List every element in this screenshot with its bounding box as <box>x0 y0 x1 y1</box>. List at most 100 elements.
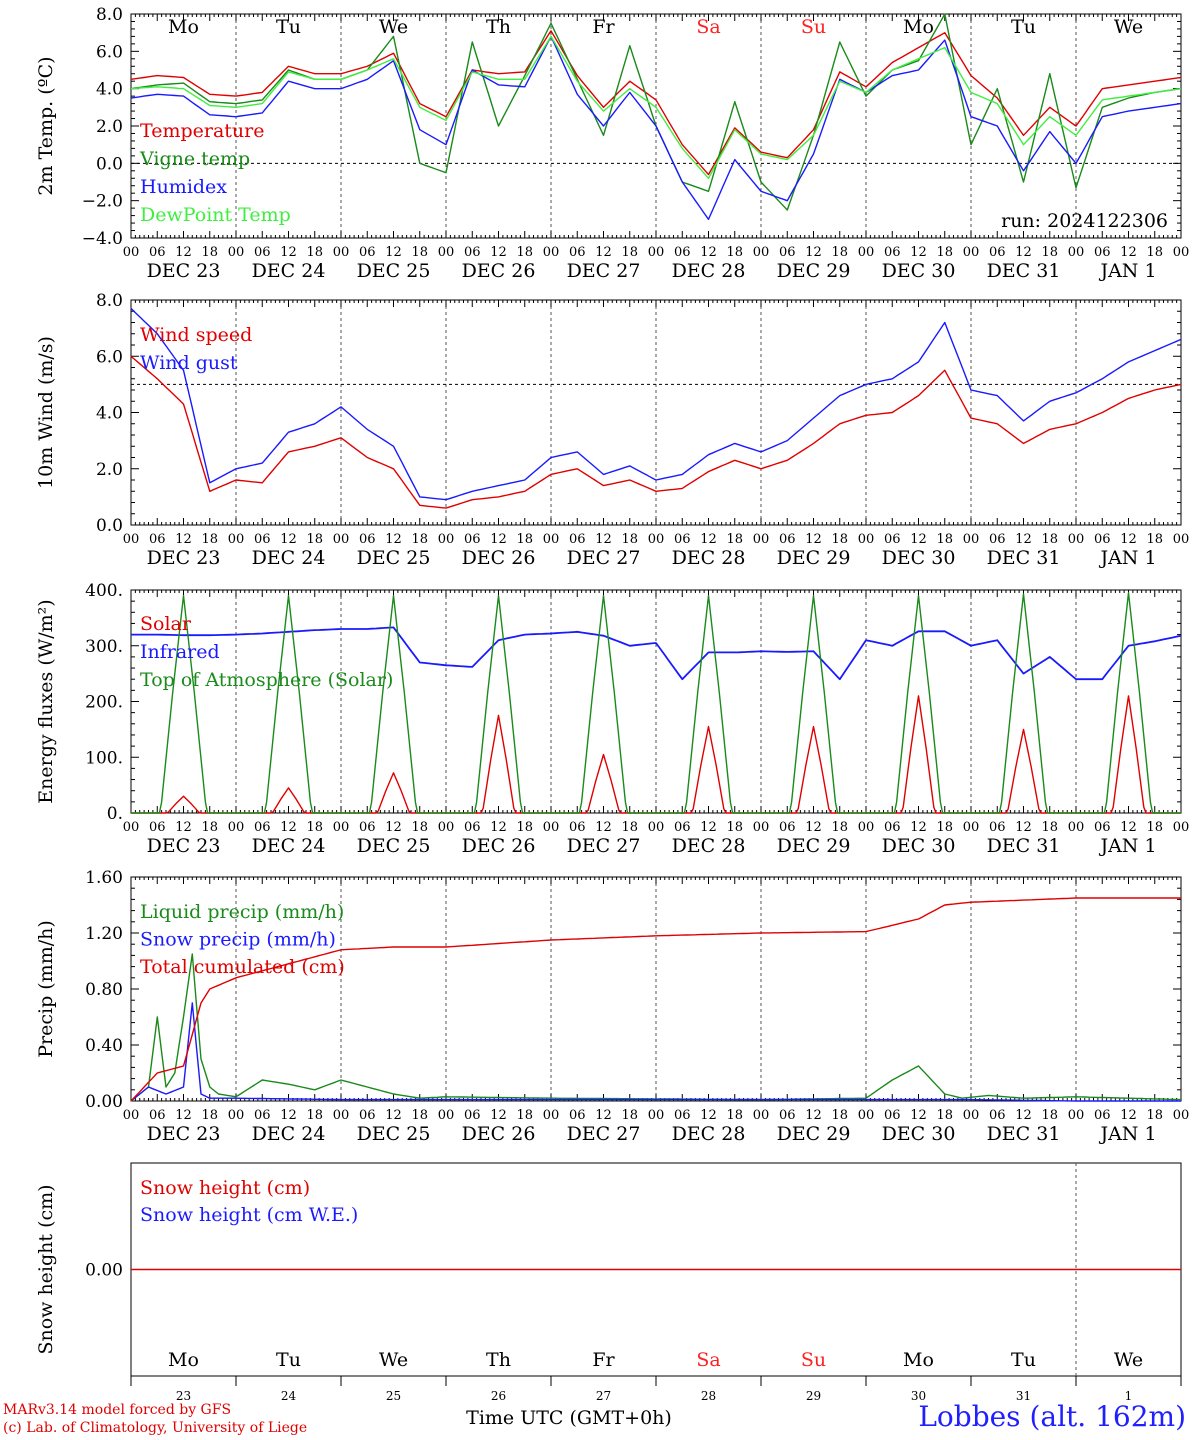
hour-tick-label: 06 <box>359 245 376 260</box>
hour-tick-label: 00 <box>333 245 350 260</box>
weekday-label: We <box>379 16 408 38</box>
date-label: DEC 27 <box>567 1123 641 1145</box>
y-tick-label: 200. <box>85 693 123 713</box>
series-line <box>130 1002 1181 1102</box>
hour-tick-label: 00 <box>438 1108 455 1123</box>
hour-tick-label: 18 <box>1146 1108 1163 1123</box>
hour-tick-label: 18 <box>516 245 533 260</box>
hour-tick-label: 00 <box>858 245 875 260</box>
weekday-label: Tu <box>276 1349 301 1371</box>
date-label: DEC 26 <box>462 260 536 282</box>
hour-tick-label: 00 <box>648 532 665 547</box>
date-label: DEC 30 <box>882 835 956 857</box>
date-label: DEC 28 <box>672 547 746 569</box>
hour-tick-label: 06 <box>1094 245 1111 260</box>
hour-tick-label: 00 <box>333 820 350 835</box>
hour-tick-label: 00 <box>123 820 140 835</box>
hour-tick-label: 18 <box>1041 245 1058 260</box>
weekday-label: Tu <box>276 16 301 38</box>
hour-tick-label: 06 <box>359 820 376 835</box>
footer-credit-model: MARv3.14 model forced by GFS <box>3 1402 232 1418</box>
y-tick-label: 0.0 <box>96 154 123 174</box>
y-tick-label: 100. <box>85 748 123 768</box>
weekday-label: Fr <box>592 16 615 38</box>
hour-tick-label: 00 <box>648 1108 665 1123</box>
hour-tick-label: 00 <box>438 245 455 260</box>
hour-tick-label: 06 <box>884 1108 901 1123</box>
hour-tick-label: 06 <box>569 245 586 260</box>
hour-tick-label: 18 <box>306 532 323 547</box>
hour-tick-label: 00 <box>963 245 980 260</box>
series-line <box>130 35 1182 220</box>
hour-tick-label: 12 <box>595 1108 612 1123</box>
day-number-label: 26 <box>491 1389 506 1403</box>
hour-tick-label: 12 <box>280 820 297 835</box>
hour-tick-label: 18 <box>1146 532 1163 547</box>
hour-tick-label: 00 <box>753 245 770 260</box>
hour-tick-label: 18 <box>201 1108 218 1123</box>
hour-tick-label: 00 <box>1173 820 1190 835</box>
weekday-label: Th <box>486 1349 511 1371</box>
hour-tick-label: 18 <box>726 820 743 835</box>
hour-tick-label: 06 <box>674 820 691 835</box>
date-label: DEC 31 <box>987 1123 1061 1145</box>
hour-tick-label: 12 <box>805 1108 822 1123</box>
hour-tick-label: 18 <box>1041 820 1058 835</box>
hour-tick-label: 00 <box>753 1108 770 1123</box>
hour-tick-label: 06 <box>989 820 1006 835</box>
hour-tick-label: 12 <box>280 245 297 260</box>
hour-tick-label: 12 <box>385 820 402 835</box>
legend-entry: Liquid precip (mm/h) <box>140 901 344 923</box>
hour-tick-label: 12 <box>1015 820 1032 835</box>
hour-tick-label: 00 <box>543 1108 560 1123</box>
legend-entry: DewPoint Temp <box>140 204 291 226</box>
date-label: DEC 30 <box>882 1123 956 1145</box>
hour-tick-label: 00 <box>1173 1108 1190 1123</box>
hour-tick-label: 06 <box>884 532 901 547</box>
hour-tick-label: 00 <box>438 532 455 547</box>
hour-tick-label: 00 <box>1068 1108 1085 1123</box>
date-label: DEC 29 <box>777 547 851 569</box>
legend-entry: Wind speed <box>140 324 252 346</box>
hour-tick-label: 06 <box>674 245 691 260</box>
hour-tick-label: 00 <box>1068 532 1085 547</box>
y-tick-label: −2.0 <box>82 192 123 212</box>
weekday-label: Tu <box>1011 1349 1036 1371</box>
day-number-label: 23 <box>176 1389 191 1403</box>
hour-tick-label: 06 <box>779 1108 796 1123</box>
date-label: JAN 1 <box>1098 260 1156 282</box>
series-line <box>131 592 1181 814</box>
hour-tick-label: 18 <box>411 820 428 835</box>
date-label: DEC 28 <box>672 835 746 857</box>
y-tick-label: 6.0 <box>96 347 123 367</box>
date-label: DEC 25 <box>357 1123 431 1145</box>
series-line <box>130 897 1181 1102</box>
hour-tick-label: 06 <box>254 245 271 260</box>
hour-tick-label: 18 <box>726 532 743 547</box>
hour-tick-label: 18 <box>831 245 848 260</box>
hour-tick-label: 18 <box>831 1108 848 1123</box>
legend-entry: Vigne temp <box>139 148 250 170</box>
hour-tick-label: 00 <box>333 532 350 547</box>
date-label: DEC 23 <box>147 835 221 857</box>
hour-tick-label: 00 <box>228 245 245 260</box>
day-number-label: 24 <box>281 1389 297 1403</box>
hour-tick-label: 00 <box>753 532 770 547</box>
run-label: run: 2024122306 <box>1001 210 1168 232</box>
hour-tick-label: 06 <box>989 532 1006 547</box>
hour-tick-label: 00 <box>123 245 140 260</box>
hour-tick-label: 00 <box>438 820 455 835</box>
hour-tick-label: 12 <box>805 245 822 260</box>
date-label: DEC 28 <box>672 260 746 282</box>
date-label: DEC 25 <box>357 835 431 857</box>
date-label: DEC 23 <box>147 260 221 282</box>
date-label: DEC 26 <box>462 1123 536 1145</box>
weekday-label: Mo <box>168 16 199 38</box>
hour-tick-label: 06 <box>1094 820 1111 835</box>
hour-tick-label: 06 <box>674 532 691 547</box>
day-number-label: 30 <box>911 1389 926 1403</box>
date-label: DEC 29 <box>777 1123 851 1145</box>
hour-tick-label: 12 <box>175 1108 192 1123</box>
hour-tick-label: 18 <box>936 245 953 260</box>
date-label: DEC 24 <box>252 835 326 857</box>
